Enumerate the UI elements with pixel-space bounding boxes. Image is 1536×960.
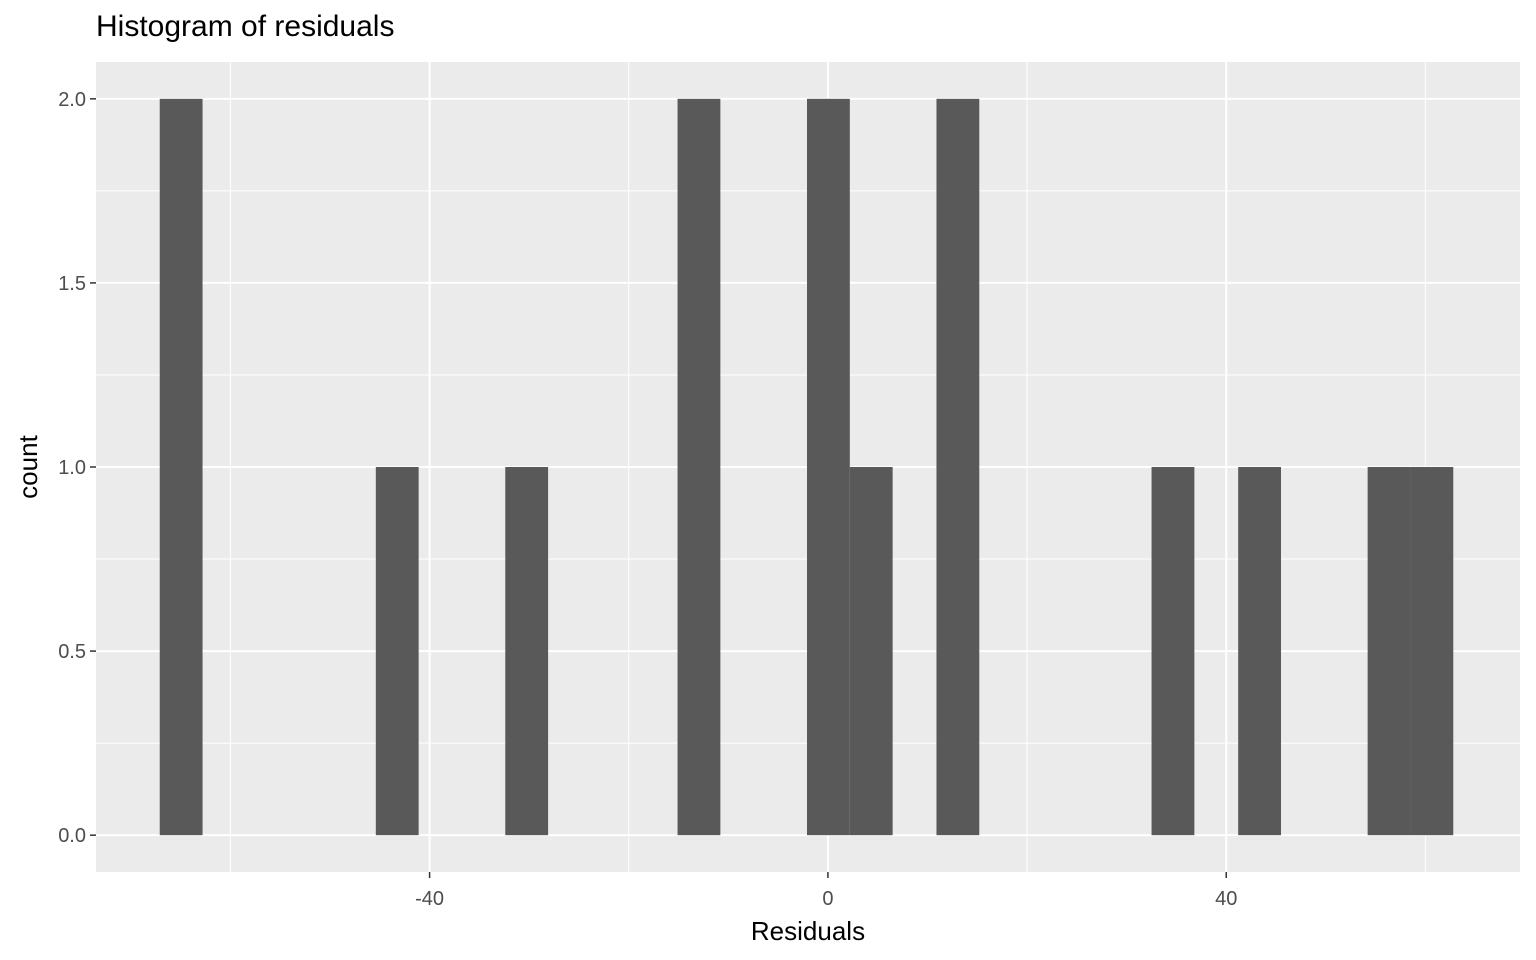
y-tick-label: 1.5 xyxy=(58,273,86,295)
histogram-bar xyxy=(1410,467,1454,836)
histogram-bar xyxy=(1367,467,1411,836)
y-axis-title: count xyxy=(13,434,43,498)
histogram-bars xyxy=(159,98,1454,836)
histogram-bar xyxy=(936,98,980,836)
x-tick-label: -40 xyxy=(415,888,444,910)
y-tick-label: 0.0 xyxy=(58,825,86,847)
y-axis: 0.0 0.5 1.0 1.5 2.0 xyxy=(58,89,96,847)
x-axis-title: Residuals xyxy=(751,916,865,946)
histogram-bar xyxy=(677,98,721,836)
x-tick-label: 40 xyxy=(1215,888,1237,910)
y-tick-label: 2.0 xyxy=(58,89,86,111)
histogram-bar xyxy=(807,98,850,836)
y-tick-label: 1.0 xyxy=(58,457,86,479)
histogram-bar xyxy=(159,98,203,836)
x-tick-label: 0 xyxy=(822,888,833,910)
x-axis: -40 0 40 xyxy=(415,872,1237,910)
histogram-bar xyxy=(849,467,893,836)
histogram-bar xyxy=(1238,467,1282,836)
histogram-bar xyxy=(1151,467,1195,836)
histogram-bar xyxy=(505,467,549,836)
histogram-bar xyxy=(375,467,419,836)
y-tick-label: 0.5 xyxy=(58,641,86,663)
chart-title: Histogram of residuals xyxy=(96,10,395,43)
